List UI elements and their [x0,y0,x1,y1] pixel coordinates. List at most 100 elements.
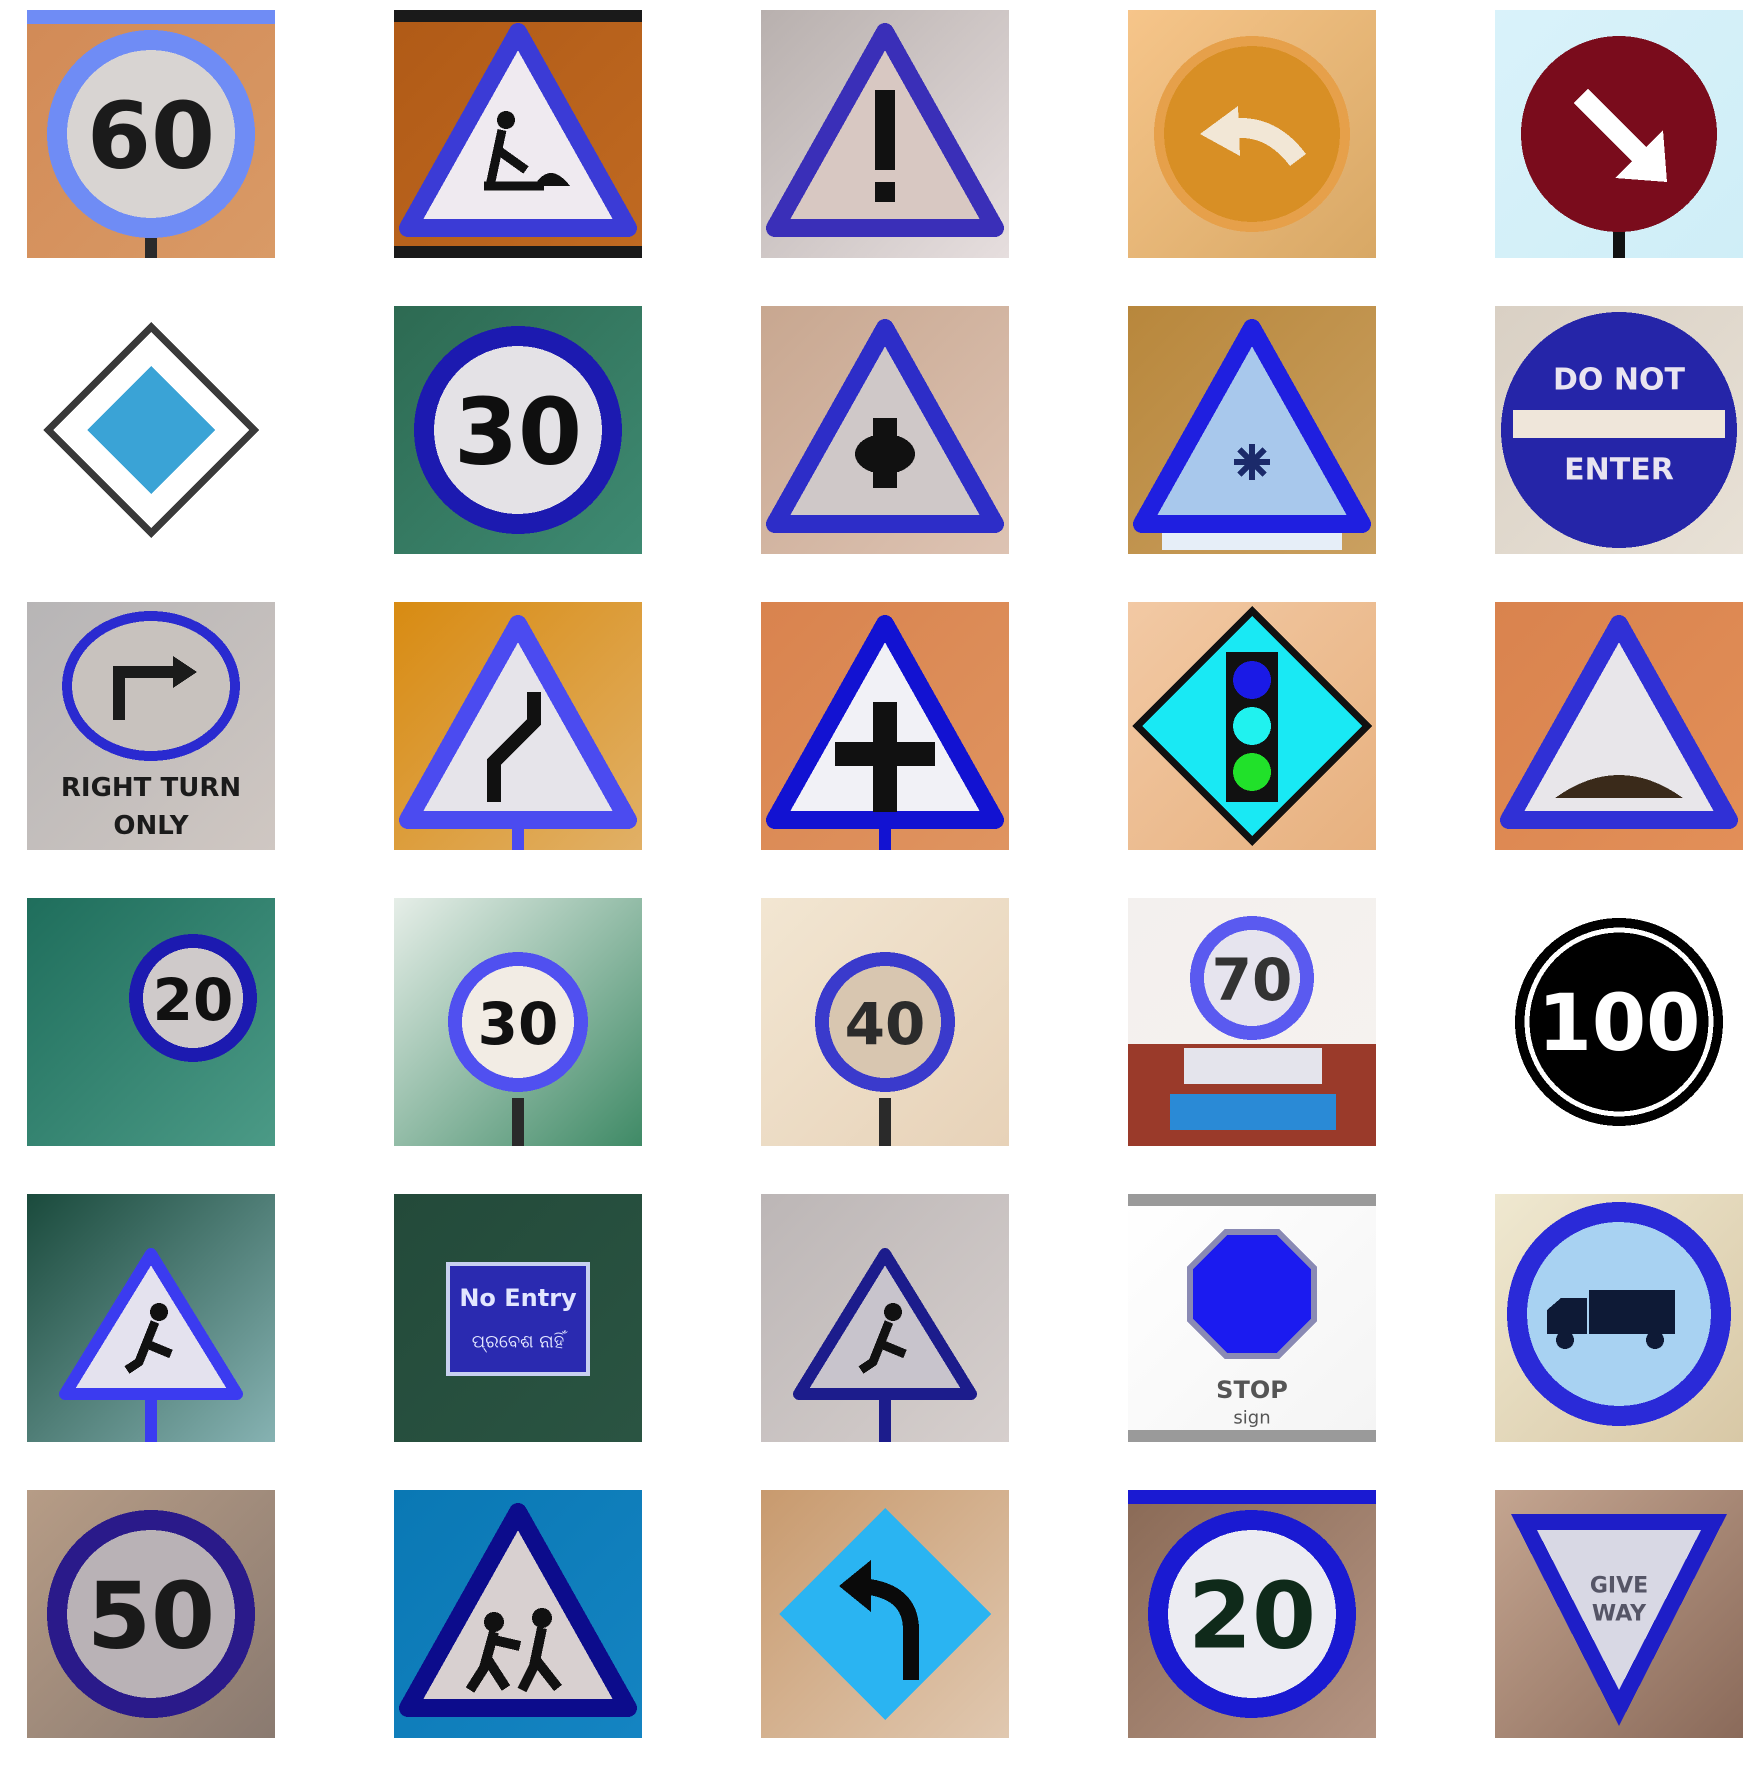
right-turn-arrow-icon [113,666,177,720]
sign-thumbnail-stop-sign: STOP sign [1128,1194,1376,1442]
sign-thumbnail-speed-limit-sign: 70 [1128,898,1376,1146]
speed-limit-number: 20 [1188,1563,1316,1670]
sign-thumbnail-speed-limit-sign: 40 [761,898,1009,1146]
triangle-face [1500,615,1738,829]
info-plate [1162,528,1342,550]
sign-thumbnail-snow-warning-sign [1128,306,1376,554]
sign-face [829,966,941,1078]
speed-limit-number: 20 [153,966,234,1034]
sign-thumbnail-traffic-signal-sign [1128,602,1376,850]
exclamation-icon [875,90,895,202]
arrow-head [173,656,197,688]
sign-thumbnail-curve-arrow-sign [1128,10,1376,258]
sign-text-top: No Entry [459,1284,577,1312]
sign-post [879,1098,891,1146]
sign-text-top: DO NOT [1553,363,1685,398]
snowflake-icon [1234,444,1270,480]
sign-face [67,1530,235,1698]
crossroads-blob-icon [855,418,915,488]
curve-left-arrow-icon [860,1578,919,1680]
sign-thumbnail-roadwork-warning-sign [394,10,642,258]
image-frame [394,10,642,22]
sign-face [1204,930,1300,1026]
sign-top-bar [27,10,275,24]
sign-thumbnail-speed-limit-sign: 30 [394,898,642,1146]
sign-thumbnail-priority-road-sign [27,306,275,554]
image-frame [1128,1430,1376,1442]
sign-face [1168,1530,1336,1698]
triangle-face [399,615,637,829]
speed-limit-number: 50 [87,1563,215,1670]
sign-text-bottom: ENTER [1564,453,1674,488]
sign-thumbnail-children-crossing-sign [394,1490,642,1738]
sign-thumbnail-general-warning-sign [761,10,1009,258]
speed-limit-number: 70 [1212,946,1293,1014]
image-frame [1128,1194,1376,1206]
sign-thumbnail-crossroads-warning-sign [761,602,1009,850]
sign-text-top: GIVE [1590,1574,1648,1599]
sign-thumbnail-right-turn-only-sign: RIGHT TURN ONLY [27,602,275,850]
sign-face [143,948,243,1048]
double-curve-icon [487,692,541,802]
truck-icon [1547,1290,1675,1349]
worker-icon [124,1303,173,1374]
sign-text-bottom: ONLY [113,811,189,841]
sign-thumbnail-no-trucks-sign [1495,1194,1743,1442]
sign-inner-ring [1524,927,1714,1117]
arrow-icon [1200,106,1306,167]
triangle-face [1133,319,1371,533]
hump-icon [1555,775,1683,798]
sign-text-top: STOP [1216,1376,1288,1404]
sign-face [462,966,574,1078]
sign-thumbnail-intersection-warning-sign [761,306,1009,554]
speed-limit-number: 30 [478,990,559,1058]
diamond-center [87,366,215,494]
speed-limit-number: 30 [454,379,582,486]
sign-thumbnail-do-not-enter-sign: DO NOT ENTER [1495,306,1743,554]
sign-face [67,50,235,218]
plate [1184,1048,1322,1084]
white-bar [1513,410,1725,438]
sign-text-bottom: WAY [1592,1602,1647,1627]
sign-thumbnail-roadwork-warning-sign [27,1194,275,1442]
sign-face [434,346,602,514]
octagon-face [1187,1229,1317,1359]
speed-limit-number: 100 [1538,979,1701,1069]
image-frame [394,246,642,258]
oval-ring [62,611,240,761]
sign-thumbnail-roadwork-warning-sign [761,1194,1009,1442]
sign-thumbnail-speed-limit-sign: 30 [394,306,642,554]
sign-text-bottom: ପ୍ରବେଶ ନାହିଁ [472,1331,568,1353]
sign-thumbnail-winding-road-sign [394,602,642,850]
plate [1170,1094,1336,1130]
sign-text-bottom: sign [1233,1408,1270,1429]
sign-thumbnail-speed-limit-sign: 50 [27,1490,275,1738]
worker-icon [858,1303,907,1374]
diamond-face [779,1508,991,1720]
triangle-face [399,1503,637,1717]
triangle-face [399,23,637,237]
arrow-head [839,1560,871,1612]
yield-face [1537,1530,1701,1690]
children-icon [465,1608,562,1693]
arrow-icon [1573,88,1667,182]
roadwork-icon [484,111,570,191]
sign-thumbnail-speed-limit-sign: 20 [27,898,275,1146]
signal-light [1233,661,1271,699]
sign-post [1613,232,1625,258]
sign-thumbnail-diagonal-arrow-sign [1495,10,1743,258]
speed-limit-number: 60 [87,83,215,190]
sign-face [1535,938,1703,1106]
sign-text-top: RIGHT TURN [61,773,241,803]
speed-limit-number: 40 [845,990,926,1058]
sign-thumbnail-speed-limit-sign: 20 [1128,1490,1376,1738]
sign-thumbnail-no-entry-sign: No Entry ପ୍ରବେଶ ନାହିଁ [394,1194,642,1442]
crossroads-icon [835,702,935,812]
sign-thumbnail-give-way-sign: GIVE WAY [1495,1490,1743,1738]
sign-thumbnail-curve-left-warning-sign [761,1490,1009,1738]
sign-thumbnail-speed-hump-sign [1495,602,1743,850]
signal-light [1233,707,1271,745]
no-entry-plate [446,1262,590,1376]
sign-post [512,1098,524,1146]
